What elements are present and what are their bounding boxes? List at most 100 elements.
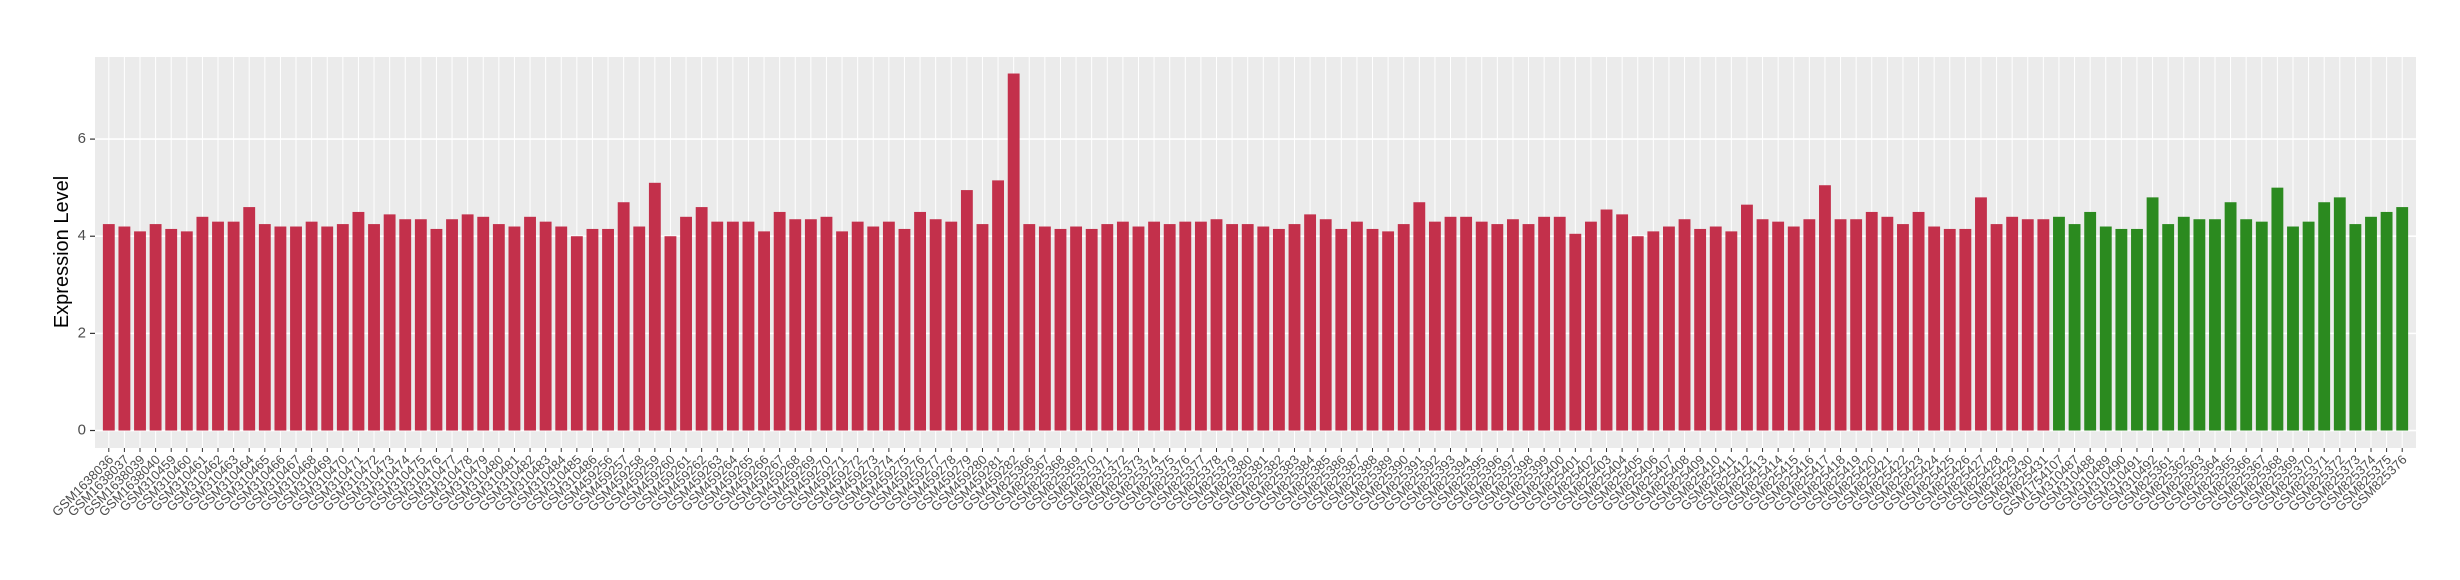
bar <box>1350 221 1363 431</box>
bar <box>758 231 770 431</box>
bar <box>2021 219 2034 431</box>
bar <box>1460 216 1473 431</box>
bar <box>664 236 677 431</box>
bar <box>2318 202 2331 431</box>
bar <box>2240 219 2253 431</box>
y-tick-label: 4 <box>78 227 86 244</box>
bar <box>586 228 599 431</box>
bar <box>555 226 568 431</box>
bar <box>2146 197 2159 431</box>
bar <box>1397 224 1410 431</box>
bar <box>2115 228 2128 431</box>
bar <box>2084 211 2097 431</box>
bar <box>1194 221 1207 431</box>
bar <box>1865 211 1878 431</box>
bar <box>1787 226 1800 431</box>
bar <box>180 231 193 431</box>
bar <box>1663 226 1675 431</box>
bar <box>1959 228 1972 431</box>
bar <box>1506 219 1519 431</box>
bar <box>1569 233 1582 431</box>
bar <box>1756 219 1769 431</box>
bar <box>1741 204 1753 431</box>
bar <box>2177 216 2190 431</box>
bar <box>102 224 115 431</box>
y-tick-label: 2 <box>78 324 86 341</box>
bar <box>898 228 911 431</box>
bar <box>882 221 895 431</box>
bar <box>274 226 287 431</box>
bar <box>1990 224 2003 431</box>
bar <box>1366 228 1379 431</box>
bar <box>321 226 334 431</box>
bar <box>2380 211 2393 431</box>
bar <box>789 219 802 431</box>
bar <box>258 224 271 431</box>
bar <box>1288 224 1301 431</box>
bar <box>648 182 661 431</box>
bar <box>1522 224 1535 431</box>
bar <box>2099 226 2112 431</box>
bar <box>1319 219 1332 431</box>
bar <box>290 226 302 431</box>
bar <box>1257 226 1270 431</box>
bar <box>352 211 365 431</box>
bar <box>2209 219 2221 431</box>
bar <box>2131 228 2143 431</box>
bar <box>539 221 552 431</box>
bar <box>1444 216 1457 431</box>
bar <box>1647 231 1660 431</box>
bar <box>2224 202 2237 431</box>
bar <box>1132 226 1145 431</box>
bar <box>243 207 256 431</box>
bar <box>992 180 1005 431</box>
bar <box>2193 219 2206 431</box>
bar <box>1382 231 1395 431</box>
bar <box>2396 207 2409 431</box>
bar <box>1054 228 1067 431</box>
bar <box>836 231 848 431</box>
bar <box>1070 226 1083 431</box>
bar <box>1725 231 1738 431</box>
bar <box>680 216 692 431</box>
bar <box>1803 219 1816 431</box>
bar <box>1709 226 1722 431</box>
bar <box>773 211 786 431</box>
bar <box>1975 197 1987 431</box>
bar <box>1210 219 1223 431</box>
bar <box>570 236 583 431</box>
bar <box>508 226 521 431</box>
bar <box>227 221 240 431</box>
bar <box>1179 221 1192 431</box>
bar <box>368 224 380 431</box>
bar <box>633 226 646 431</box>
bar <box>1163 224 1176 431</box>
bar <box>602 228 614 431</box>
bar <box>711 221 724 431</box>
bar <box>446 219 458 431</box>
bar <box>1335 228 1348 431</box>
bar <box>305 221 318 431</box>
bar <box>1304 214 1317 431</box>
bar <box>165 228 178 431</box>
bar <box>2349 224 2362 431</box>
bar <box>1881 216 1894 431</box>
bar <box>2255 221 2268 431</box>
bar <box>1085 228 1098 431</box>
bar <box>1678 219 1691 431</box>
bar <box>1007 73 1020 431</box>
y-axis-title: Expression Level <box>51 176 73 328</box>
bar <box>2333 197 2346 431</box>
bar <box>2006 216 2019 431</box>
bar <box>1585 221 1597 431</box>
bar <box>430 228 443 431</box>
bar <box>820 216 833 431</box>
bar <box>1491 224 1504 431</box>
bar <box>851 221 864 431</box>
bar <box>914 211 926 431</box>
bar <box>383 214 396 431</box>
bar <box>2287 226 2299 431</box>
bar <box>1631 236 1644 431</box>
labels: 0246GSM1638036GSM1638037GSM1638039GSM163… <box>49 130 2410 519</box>
